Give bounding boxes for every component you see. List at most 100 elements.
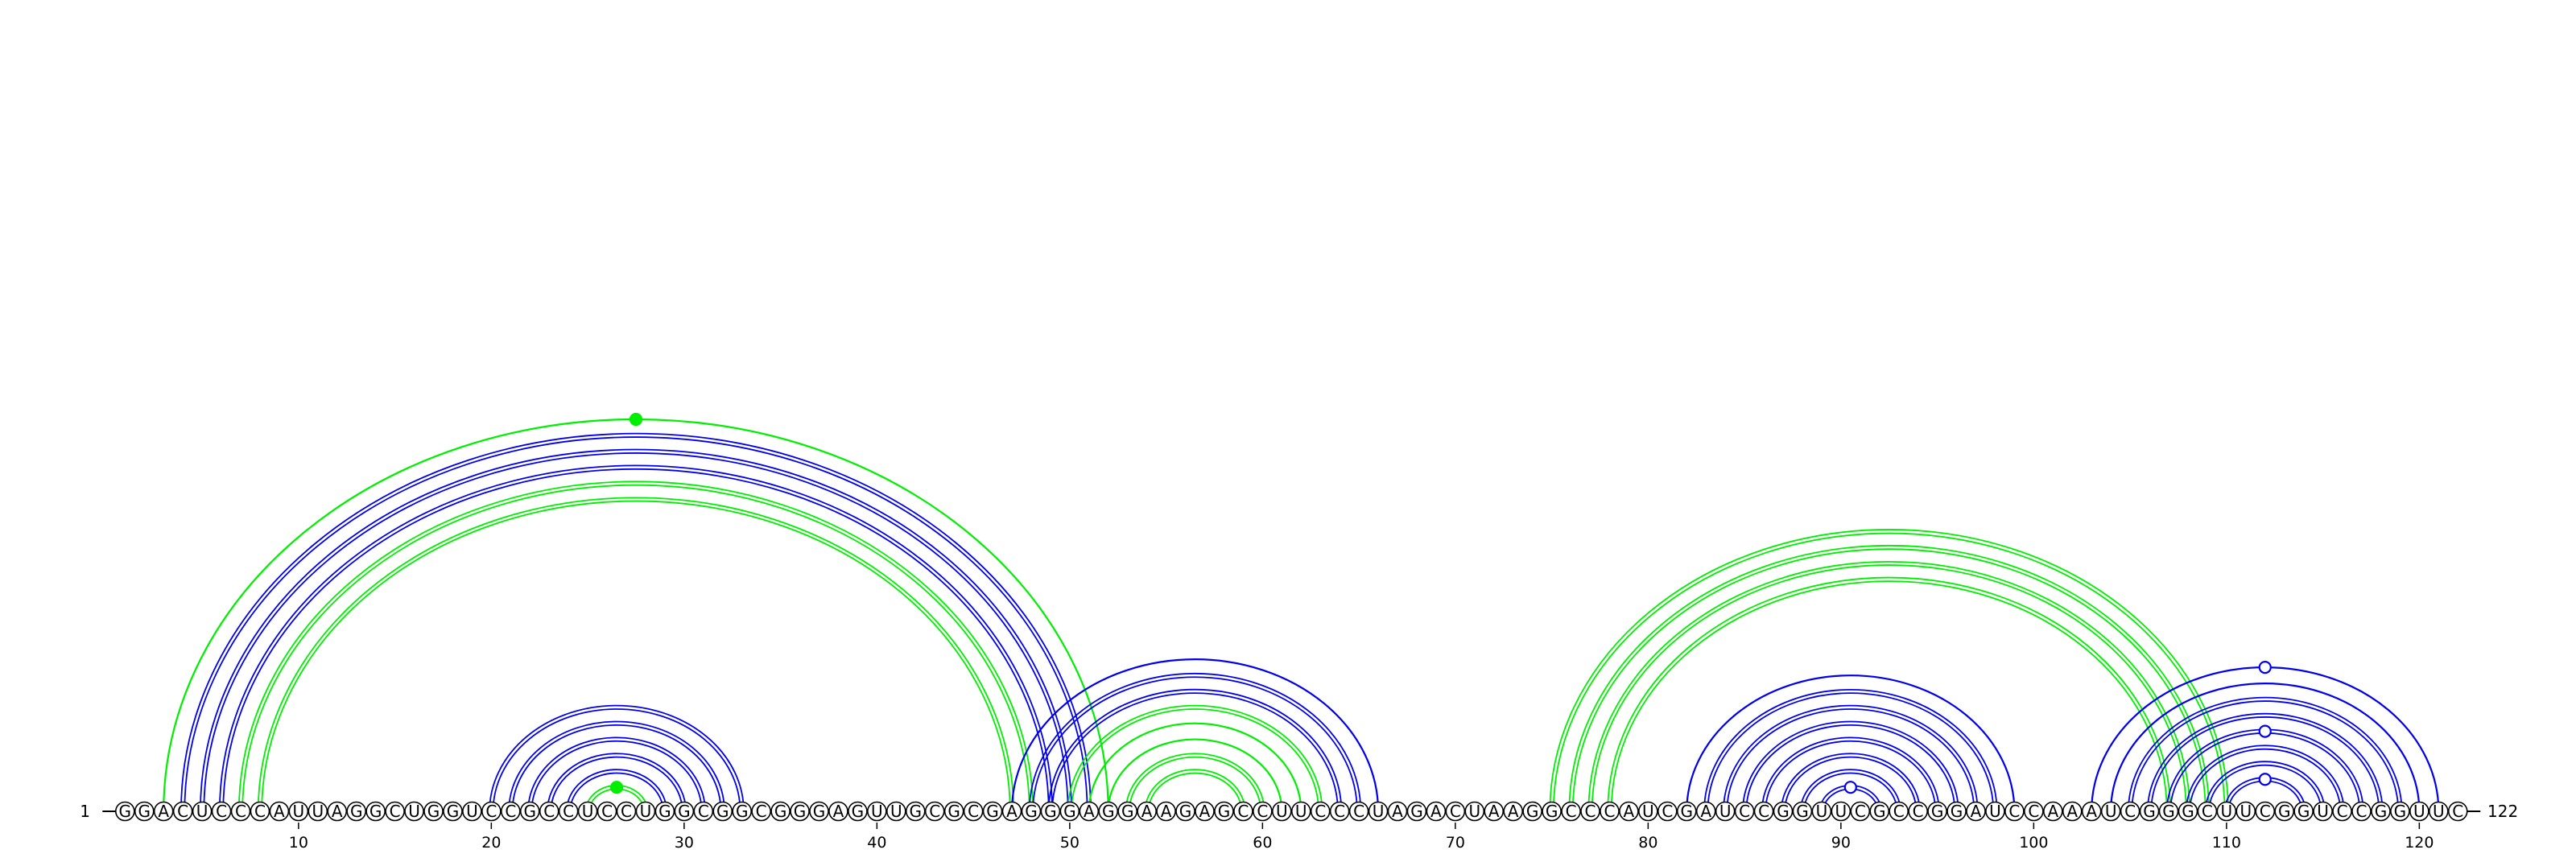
- nucleotide-letter: G: [1526, 802, 1539, 821]
- nucleotide-95: G: [1927, 801, 1947, 822]
- nucleotide-10: U: [288, 801, 309, 822]
- arc-77-108-strand-1: [1587, 560, 2191, 812]
- nucleotide-letter: G: [852, 802, 865, 821]
- nucleotide-letter: C: [756, 802, 767, 821]
- arc-75-110-strand-2: [1552, 532, 2226, 812]
- nucleotide-87: G: [1773, 801, 1794, 822]
- nucleotide-letter: C: [2008, 802, 2020, 821]
- nucleotide-21: C: [500, 801, 521, 822]
- arc-49-64-strand-1: [1047, 688, 1343, 812]
- tick-30: 30: [675, 823, 694, 852]
- arc-76-109-strand-1: [1568, 544, 2210, 812]
- nucleotide-circle: [809, 801, 829, 822]
- nucleotide-31: C: [693, 801, 714, 822]
- arc-53-60-strand-2: [1129, 756, 1262, 812]
- nucleotide-letter: C: [505, 802, 516, 821]
- nucleotide-22: G: [519, 801, 540, 822]
- nucleotide-letter: U: [890, 802, 902, 821]
- nucleotide-letter: C: [601, 802, 613, 821]
- nucleotide-11: U: [308, 801, 328, 822]
- nucleotide-3: A: [153, 801, 174, 822]
- arc-84-97-strand-2: [1726, 708, 1975, 812]
- arc-106-118-strand-2: [2150, 716, 2380, 812]
- nucleotide-letter: A: [2066, 802, 2078, 821]
- nucleotide-circle: [2429, 801, 2449, 822]
- nucleotide-30: G: [674, 801, 695, 822]
- nucleotide-8: C: [250, 801, 270, 822]
- nucleotide-90: U: [1831, 801, 1852, 822]
- nucleotide-119: G: [2390, 801, 2410, 822]
- arc-105-119-strand-2: [2131, 700, 2400, 812]
- nucleotide-circle: [423, 801, 444, 822]
- tick-label: 70: [1446, 834, 1465, 852]
- nucleotide-80: U: [1638, 801, 1658, 822]
- nucleotide-29: G: [654, 801, 675, 822]
- arc-47-66: [1010, 658, 1380, 812]
- arc-75-110-strand-1: [1549, 529, 2229, 812]
- nucleotide-circle: [2197, 801, 2218, 822]
- nucleotide-61: U: [1272, 801, 1292, 822]
- nucleotide-letter: A: [1430, 802, 1442, 821]
- nucleotide-77: C: [1580, 801, 1600, 822]
- nucleotide-letter: C: [1893, 802, 1905, 821]
- nucleotide-75: G: [1542, 801, 1562, 822]
- nucleotide-circle: [1600, 801, 1620, 822]
- nucleotide-letter: U: [2221, 802, 2233, 821]
- nucleotide-14: G: [365, 801, 386, 822]
- arc-83-98-strand-2: [1707, 692, 1995, 812]
- nucleotide-43: C: [924, 801, 945, 822]
- nucleotide-letter: C: [2337, 802, 2348, 821]
- nucleotide-letter: U: [1816, 802, 1828, 821]
- arc-51-62: [1088, 722, 1302, 812]
- nucleotide-9: A: [269, 801, 290, 822]
- nucleotide-circle: [2216, 801, 2237, 822]
- nucleotide-circle: [2043, 801, 2063, 822]
- nucleotide-letter: G: [910, 802, 923, 821]
- nucleotide-circle: [1214, 801, 1234, 822]
- nucleotide-letter: G: [138, 802, 151, 821]
- arc-21-32-strand-2: [511, 724, 722, 812]
- nucleotide-circle: [288, 801, 309, 822]
- nucleotide-letter: U: [1373, 802, 1385, 821]
- nucleotide-circle: [1329, 801, 1350, 822]
- nucleotide-55: A: [1156, 801, 1176, 822]
- nucleotide-letter: G: [813, 802, 826, 821]
- nucleotide-circle: [1503, 801, 1523, 822]
- arc-77-108-strand-2: [1591, 564, 2187, 812]
- nucleotide-letter: G: [1777, 802, 1790, 821]
- marker-107-117-icon: [2258, 724, 2272, 738]
- arc-86-95-strand-2: [1765, 740, 1937, 812]
- nucleotide-letter: C: [1566, 802, 1577, 821]
- nucleotide-circle: [443, 801, 463, 822]
- nucleotide-letter: C: [1334, 802, 1345, 821]
- nucleotide-letter: A: [2086, 802, 2097, 821]
- arc-104-120: [2110, 682, 2421, 812]
- nucleotide-circle: [616, 801, 637, 822]
- nucleotide-letter: A: [1084, 802, 1095, 821]
- nucleotide-68: G: [1406, 801, 1427, 822]
- nucleotide-letter: A: [1161, 802, 1172, 821]
- tick-50: 50: [1060, 823, 1080, 852]
- nucleotide-circle: [905, 801, 926, 822]
- nucleotide-24: C: [558, 801, 579, 822]
- nucleotide-circle: [2120, 801, 2140, 822]
- nucleotide-50: G: [1059, 801, 1080, 822]
- arc-105-119-strand-1: [2128, 696, 2403, 812]
- nucleotide-99: C: [2004, 801, 2025, 822]
- nucleotide-letter: C: [1315, 802, 1326, 821]
- nucleotide-37: G: [809, 801, 829, 822]
- nucleotide-circle: [385, 801, 405, 822]
- nucleotide-73: A: [1503, 801, 1523, 822]
- arc-84-97-strand-1: [1723, 704, 1979, 812]
- arc-8-47-strand-2: [261, 500, 1011, 812]
- nucleotide-circle: [1946, 801, 1967, 822]
- nucleotide-circle: [2062, 801, 2083, 822]
- nucleotide-70: C: [1445, 801, 1466, 822]
- nucleotide-84: U: [1715, 801, 1736, 822]
- nucleotide-63: C: [1310, 801, 1331, 822]
- nucleotide-circle: [1850, 801, 1871, 822]
- nucleotide-66: U: [1368, 801, 1389, 822]
- nucleotide-letter: G: [2143, 802, 2156, 821]
- nucleotide-letter: C: [1604, 802, 1615, 821]
